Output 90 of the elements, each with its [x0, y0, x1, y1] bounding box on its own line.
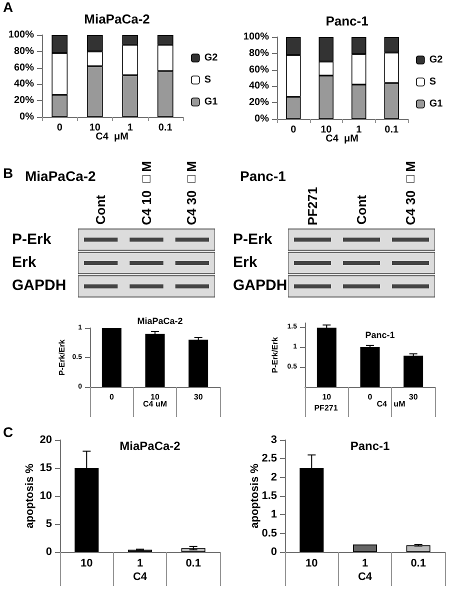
x-axis-title: C4 — [358, 571, 373, 583]
x-axis-title: C4 — [132, 571, 148, 583]
y-axis-title: apoptosis % — [249, 463, 261, 528]
chart-title: MiaPaCa-2 — [137, 316, 183, 326]
x-tick-label: 0 — [368, 392, 373, 402]
category-label: GAPDH — [233, 277, 288, 294]
bar — [404, 356, 424, 387]
chart-title: Panc-1 — [350, 439, 390, 453]
y-tick-label: 100% — [243, 32, 270, 42]
x-tick-label: 10 — [150, 392, 160, 402]
legend-label: S — [429, 76, 436, 88]
x-tick-label: 0.1 — [384, 124, 400, 136]
y-tick-label: 100% — [8, 30, 34, 40]
category-label: C4 30 □M — [184, 160, 200, 225]
y-axis-title: P-Erk/Erk — [270, 336, 280, 374]
bar — [360, 347, 380, 387]
y-tick-label: 40% — [248, 80, 270, 92]
legend-label: G2 — [204, 52, 218, 64]
y-tick-label: 0% — [20, 112, 34, 122]
y-tick-label: 20% — [248, 97, 270, 108]
x-tick-label: 0.1 — [186, 558, 201, 570]
x-axis-title: C4 μM — [326, 134, 358, 144]
y-tick-label: 3 — [270, 434, 277, 446]
chart-title: Panc-1 — [326, 14, 368, 28]
x-axis-title: C4 μM — [96, 132, 128, 142]
legend-label: G1 — [204, 96, 218, 108]
x-tick-label: 30 — [194, 392, 204, 402]
category-label: PF271 — [304, 186, 320, 225]
category-label: GAPDH — [12, 277, 66, 294]
text: Panc-1 — [240, 168, 286, 184]
y-tick-label: 1 — [270, 508, 277, 521]
text: C — [3, 424, 14, 440]
y-tick-label: 60% — [248, 64, 270, 76]
category-label: P-Erk — [12, 230, 52, 248]
y-tick-label: 15 — [40, 462, 52, 474]
text: B — [3, 165, 14, 181]
y-tick-label: 20% — [14, 95, 34, 106]
category-label: C4 30 □M — [402, 160, 418, 225]
text: Panc-1 — [365, 330, 395, 340]
y-tick-label: 80% — [14, 46, 34, 57]
x-axis-title: C4 uM — [143, 400, 168, 408]
category-label: Cont — [92, 195, 108, 225]
y-tick-label: 40% — [14, 78, 34, 90]
text: PF271 — [314, 404, 338, 412]
x-tick-label: 10 — [306, 558, 318, 570]
y-tick-label: 1.5 — [262, 490, 277, 502]
category-label: Erk — [233, 254, 258, 271]
bar — [406, 545, 430, 552]
y-tick-label: 5 — [46, 518, 52, 530]
x-tick-label: 10 — [320, 124, 332, 136]
x-tick-label: 10 — [322, 392, 332, 402]
x-tick-label: 0 — [56, 122, 63, 134]
x-tick-label: 10 — [89, 122, 101, 134]
x-tick-label: 1 — [127, 122, 134, 134]
bar — [145, 334, 165, 387]
x-axis-title: C4 uM — [376, 400, 406, 408]
text: MiaPaCa-2 — [25, 168, 96, 184]
x-tick-label: 0.1 — [158, 122, 173, 134]
x-tick-label: 1 — [356, 124, 362, 136]
text: A — [3, 0, 14, 15]
category-label: Erk — [12, 254, 36, 271]
y-tick-label: 60% — [14, 62, 34, 74]
y-tick-label: 0.5 — [262, 527, 277, 540]
x-tick-label: 30 — [408, 392, 418, 402]
y-tick-label: 10 — [40, 490, 52, 502]
x-tick-label: 1 — [362, 558, 368, 570]
y-tick-label: 80% — [248, 48, 270, 59]
y-tick-label: 0 — [270, 546, 277, 558]
y-axis-title: apoptosis % — [24, 463, 36, 528]
x-tick-label: 0.1 — [410, 558, 426, 570]
x-tick-label: 0 — [109, 392, 114, 402]
y-tick-label: 2 — [270, 471, 277, 484]
x-tick-label: 1 — [136, 558, 144, 570]
legend-label: G2 — [429, 54, 444, 66]
y-tick-label: 0% — [254, 114, 270, 124]
y-tick-label: 0 — [46, 546, 52, 558]
category-label: P-Erk — [233, 230, 272, 248]
bar — [316, 328, 336, 387]
category-label: Cont — [354, 195, 368, 225]
chart-title: MiaPaCa-2 — [84, 12, 150, 26]
category-label: C4 10 □M — [138, 160, 154, 225]
bar — [353, 544, 377, 552]
legend-label: G1 — [429, 98, 444, 110]
bar — [102, 328, 122, 387]
y-axis-title: P-Erk/Erk — [58, 338, 66, 376]
y-tick-label: 20 — [40, 434, 52, 446]
bar — [188, 340, 208, 387]
chart-title: MiaPaCa-2 — [120, 439, 181, 453]
y-tick-label: 2.5 — [262, 452, 277, 465]
legend-label: S — [204, 74, 212, 86]
